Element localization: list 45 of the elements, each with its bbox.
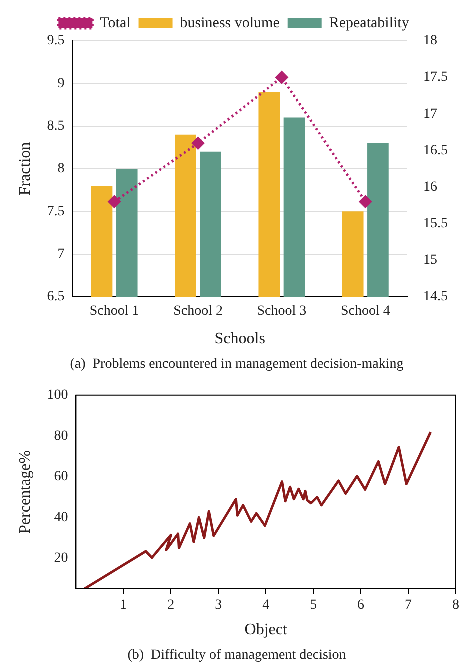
point [276, 71, 288, 84]
x-tick-label: 8 [452, 598, 460, 614]
legend-label: Total [100, 15, 131, 32]
x-tick-label: 3 [215, 598, 222, 614]
x-tick-label: 2 [168, 598, 175, 614]
x-axis-title: Schools [214, 330, 266, 348]
legend-label: Repeatability [329, 15, 410, 32]
y2-tick-label: 17 [424, 106, 438, 122]
y-tick-label: 100 [47, 388, 68, 404]
x-tick-label: School 1 [90, 304, 140, 320]
y-tick-label: 7 [58, 247, 65, 262]
y2-tick-label: 16.5 [424, 143, 448, 158]
y-tick-label: 8 [58, 162, 65, 177]
y-tick-label: 60 [54, 470, 68, 485]
y-tick-label: 80 [54, 428, 68, 444]
x-tick-label: 6 [358, 598, 365, 614]
y2-tick-label: 15 [424, 253, 438, 268]
y2-tick-label: 15.5 [424, 216, 448, 232]
y2-tick-label: 17.5 [424, 70, 448, 86]
point [108, 196, 121, 208]
x-tick-label: 7 [405, 598, 412, 614]
x-tick-label: School 2 [174, 304, 223, 320]
y-tick-label: 7.5 [47, 204, 65, 220]
y-axis-title: Fraction [16, 142, 34, 196]
point [359, 196, 372, 208]
x-tick-label: 1 [120, 598, 128, 614]
y-tick-label: 9 [58, 76, 65, 92]
point [192, 137, 204, 150]
y-tick-label: 6.5 [47, 290, 65, 305]
text: (a) Problems encountered in management decision-making [69, 357, 405, 373]
y2-tick-label: 14.5 [424, 290, 448, 305]
y-tick-label: 20 [54, 551, 68, 566]
y2-tick-label: 16 [424, 180, 438, 195]
x-tick-label: School 3 [257, 304, 307, 320]
legend-label: business volume [180, 15, 280, 32]
y-tick-label: 9.5 [47, 34, 65, 49]
x-axis-title: Object [244, 622, 288, 639]
y-tick-label: 8.5 [47, 119, 65, 134]
y2-tick-label: 18 [424, 34, 438, 49]
y-tick-label: 40 [54, 510, 68, 526]
text: (b) Difficulty of management decision [126, 648, 348, 663]
x-tick-label: School 4 [340, 304, 390, 320]
y-axis-title: Percentage% [16, 450, 34, 534]
x-tick-label: 4 [262, 598, 270, 614]
x-tick-label: 5 [310, 598, 318, 614]
